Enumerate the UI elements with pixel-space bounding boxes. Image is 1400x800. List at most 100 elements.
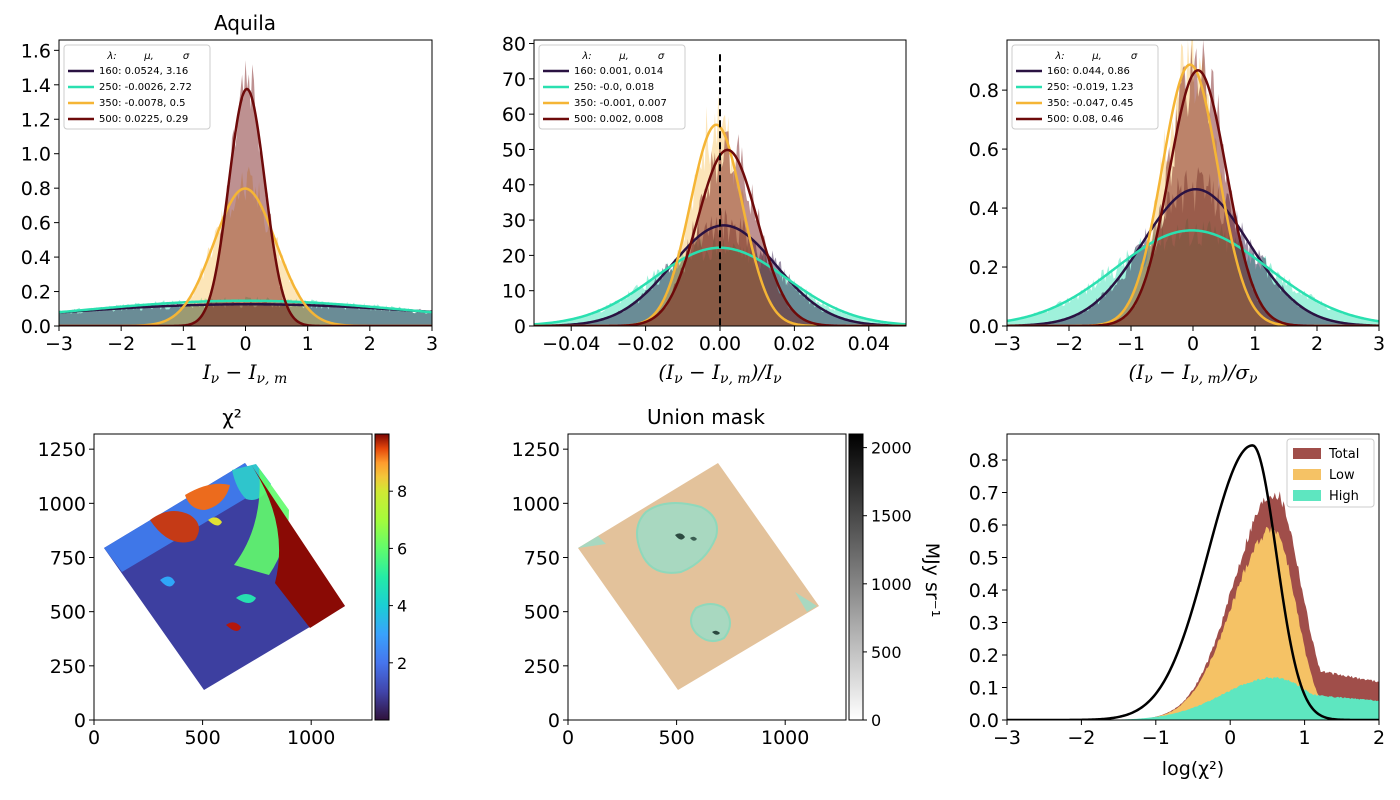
chi2-colorbar <box>374 433 390 721</box>
x-tick-label: 1 <box>302 333 314 355</box>
legend-entry: High <box>1329 489 1359 504</box>
y-tick-label: 1.0 <box>21 144 51 166</box>
panel-aquila-histogram: −3 −2 −1 0 1 2 3 0.0 0.2 0.4 0.6 0.8 1.0 1.2 1.4 1.6 Aq… <box>21 11 438 387</box>
legend-swatch <box>1293 448 1321 459</box>
fit-curve-250 <box>59 299 432 314</box>
legend-entry: 160: 0.001, 0.014 <box>574 66 663 77</box>
y-tick-label: 750 <box>524 548 560 570</box>
fit-curve-500 <box>59 87 432 326</box>
x-tick-label: −2 <box>107 333 135 355</box>
y-tick-label: 0.6 <box>21 213 51 235</box>
colorbar-tick-label: 1500 <box>871 507 912 526</box>
x-tick-label: 0.04 <box>848 333 890 355</box>
histogram-500 <box>1007 40 1379 326</box>
legend-header: μ, <box>143 51 154 62</box>
y-tick-label: 0.0 <box>969 316 999 338</box>
fit-curve-160 <box>59 302 432 314</box>
y-tick-label: 1250 <box>38 439 86 461</box>
y-tick-label: 1.4 <box>21 75 51 97</box>
legend-header: μ, <box>1091 51 1102 62</box>
legend-header: σ <box>658 51 665 62</box>
y-tick-label: 1250 <box>512 439 560 461</box>
panel1-title: Aquila <box>214 11 276 35</box>
y-tick-label: 0.0 <box>21 316 51 338</box>
panel-log-chi2-histogram: −3 −2 −1 0 1 2 0.0 0.1 0.2 0.3 0.4 0.5 0.6 0.7 0.8 log… <box>969 433 1385 780</box>
y-tick-label: 0.4 <box>21 247 51 269</box>
y-tick-label: 0.7 <box>969 483 999 505</box>
colorbar-tick-label: 2000 <box>871 439 912 458</box>
y-tick-label: 1.2 <box>21 109 51 131</box>
histogram-500 <box>59 60 432 326</box>
legend-entry: 350: -0.001, 0.007 <box>574 98 667 109</box>
chi2-map-image <box>104 463 345 690</box>
x-tick-label: −1 <box>1117 333 1145 355</box>
legend-entry: 500: 0.0225, 0.29 <box>99 114 188 125</box>
y-tick-label: 0.6 <box>969 139 999 161</box>
y-tick-label: 40 <box>502 175 526 197</box>
x-tick-label: 0.00 <box>699 333 741 355</box>
y-tick-label: 0 <box>548 710 560 732</box>
x-tick-label: 0 <box>1224 727 1236 749</box>
colorbar-tick-label: 0 <box>871 711 881 730</box>
histogram-low <box>1007 523 1379 720</box>
y-tick-label: 500 <box>50 602 86 624</box>
colorbar-tick-label: 4 <box>397 597 407 616</box>
y-tick-label: 0.4 <box>969 198 999 220</box>
panel6-xlabel: log(χ²) <box>1162 758 1224 780</box>
colorbar-tick-label: 1000 <box>871 575 912 594</box>
colorbar-tick-label: 2 <box>397 654 407 673</box>
x-tick-label: 500 <box>184 727 220 749</box>
histogram-500 <box>534 131 906 326</box>
panel-union-mask: 0 500 1000 0 250 500 750 1000 1250 Union mask 0 5… <box>512 405 943 749</box>
histogram-350 <box>59 166 432 326</box>
legend-entry: 350: -0.0078, 0.5 <box>99 98 186 109</box>
x-tick-label: 3 <box>1373 333 1385 355</box>
y-tick-label: 0.2 <box>969 257 999 279</box>
colorbar-tick-label: 500 <box>871 643 902 662</box>
x-tick-label: 0 <box>88 727 100 749</box>
legend-swatch <box>1293 490 1321 501</box>
x-tick-label: −1 <box>169 333 197 355</box>
legend-box <box>538 44 686 130</box>
x-tick-label: −1 <box>1142 727 1170 749</box>
y-tick-label: 1000 <box>512 493 560 515</box>
x-tick-label: 1 <box>1299 727 1311 749</box>
y-tick-label: 0 <box>514 316 526 338</box>
union-mask-image <box>578 463 819 690</box>
y-tick-label: 0.8 <box>969 80 999 102</box>
legend-entry: 500: 0.08, 0.46 <box>1047 114 1124 125</box>
panel2-xlabel: (Iν − Iν, m)/Iν <box>658 360 782 387</box>
y-tick-label: 1000 <box>38 493 86 515</box>
legend-entry: 350: -0.047, 0.45 <box>1047 98 1134 109</box>
y-tick-label: 250 <box>50 656 86 678</box>
x-tick-label: −0.04 <box>542 333 600 355</box>
panel5-frame <box>567 433 847 721</box>
colorbar-tick-label: 8 <box>397 482 407 501</box>
legend-header: λ: <box>581 51 591 62</box>
x-tick-label: 2 <box>364 333 376 355</box>
fit-curve-160 <box>1007 187 1379 326</box>
x-tick-label: 1000 <box>761 727 809 749</box>
y-tick-label: 250 <box>524 656 560 678</box>
y-tick-label: 60 <box>502 104 526 126</box>
y-tick-label: 80 <box>502 34 526 56</box>
x-tick-label: 0 <box>562 727 574 749</box>
panel-normalized-residual-histogram: −3 −2 −1 0 1 2 3 0.0 0.2 0.4 0.6 0.8 (Iν − Iν, m)/σ… <box>969 39 1385 387</box>
y-tick-label: 750 <box>50 548 86 570</box>
panel5-title: Union mask <box>647 405 765 429</box>
y-tick-label: 10 <box>502 281 526 303</box>
x-tick-label: −3 <box>45 333 73 355</box>
x-tick-label: −0.02 <box>616 333 674 355</box>
y-tick-label: 20 <box>502 245 526 267</box>
histogram-high <box>1007 676 1379 720</box>
x-tick-label: 1000 <box>287 727 335 749</box>
y-tick-label: 0.0 <box>969 710 999 732</box>
legend-entry: 250: -0.0026, 2.72 <box>99 82 192 93</box>
legend-entry: 160: 0.044, 0.86 <box>1047 66 1130 77</box>
x-tick-label: 1 <box>1249 333 1261 355</box>
y-tick-label: 0 <box>74 710 86 732</box>
panel6-frame <box>1006 433 1380 721</box>
x-tick-label: 0 <box>239 333 251 355</box>
legend-header: μ, <box>618 51 629 62</box>
